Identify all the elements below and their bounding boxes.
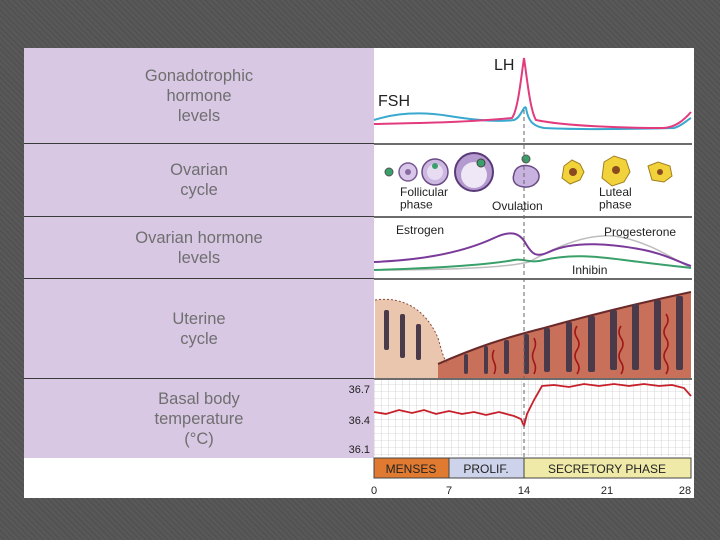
row-label-ovarian-cycle: Ovarian cycle (170, 161, 228, 199)
day-tick-0: 0 (371, 485, 377, 497)
row-gonadotrophic: Gonadotrophic hormone levels (24, 48, 374, 144)
inhibin-curve (373, 255, 692, 271)
endometrium-illustration (374, 291, 692, 378)
follicular-phase-label: Follicular phase (400, 185, 448, 212)
progesterone-label: Progesterone (604, 225, 676, 239)
row-uterine-cycle: Uterine cycle (24, 279, 374, 379)
row-ovarian-cycle: Ovarian cycle (24, 144, 374, 217)
day-tick-14: 14 (518, 485, 530, 497)
temperature-curve (373, 383, 692, 429)
fsh-label: FSH (378, 93, 410, 110)
row-basal-temperature: Basal body temperature (°C) (24, 379, 374, 458)
lh-label: LH (494, 57, 514, 74)
day-tick-28: 28 (679, 485, 691, 497)
row-label-basal-temperature: Basal body temperature (°C) (154, 389, 244, 448)
day-tick-21: 21 (601, 485, 613, 497)
row-label-gonadotrophic: Gonadotrophic hormone levels (144, 66, 254, 125)
secretory-label: SECRETORY PHASE (548, 462, 666, 476)
temp-tick-low: 36.1 (349, 444, 370, 456)
lh-curve (373, 57, 692, 130)
fsh-curve (373, 106, 692, 131)
estrogen-curve (373, 232, 692, 267)
follicle-sequence-icon (384, 152, 494, 192)
temp-tick-high: 36.7 (349, 384, 370, 396)
ovulation-label: Ovulation (492, 199, 543, 213)
corpus-luteum-icon (561, 155, 673, 187)
row-labels-panel: Gonadotrophic hormone levels Ovarian cyc… (24, 48, 374, 458)
inhibin-label: Inhibin (572, 263, 607, 277)
proliferative-label: PROLIF. (463, 462, 508, 476)
menstrual-cycle-diagram: LH FSH Follicular phase Ovulation (349, 57, 692, 497)
temp-tick-mid: 36.4 (349, 415, 370, 427)
row-label-ovarian-hormones: Ovarian hormone levels (135, 228, 263, 267)
day-tick-7: 7 (446, 485, 452, 497)
luteal-phase-label: Luteal phase (599, 185, 632, 212)
ovulation-icon (512, 154, 540, 188)
temperature-grid (374, 380, 691, 456)
row-ovarian-hormones: Ovarian hormone levels (24, 217, 374, 279)
estrogen-label: Estrogen (396, 223, 444, 237)
row-label-uterine-cycle: Uterine cycle (172, 309, 226, 348)
menses-label: MENSES (386, 462, 437, 476)
secretory-phase-bar (523, 457, 692, 479)
slide: Gonadotrophic hormone levels Ovarian cyc… (24, 48, 694, 498)
